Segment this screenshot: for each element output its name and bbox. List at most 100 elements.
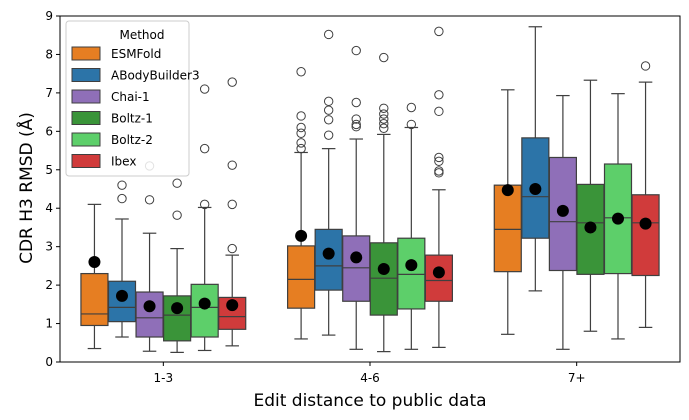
outlier-point [351, 45, 361, 56]
mean-point [501, 184, 514, 197]
y-tick-label: 6 [45, 124, 53, 138]
outlier-point [379, 114, 389, 124]
mean-point [322, 247, 335, 260]
mean-point [529, 183, 542, 195]
mean-point [350, 251, 363, 264]
outlier-point [351, 114, 361, 124]
box-iqr [397, 237, 426, 310]
outlier-point [379, 109, 389, 119]
box-boltz-1 [163, 178, 192, 353]
box-iqr [342, 235, 371, 302]
mean-point [295, 229, 308, 242]
box-iqr [80, 272, 109, 327]
legend-label: Ibex [111, 155, 136, 169]
x-axis-title: Edit distance to public data [253, 391, 486, 411]
legend-label: Boltz-2 [111, 133, 153, 147]
outlier-point [296, 122, 306, 133]
mean-point [88, 256, 101, 269]
outlier-point [296, 67, 306, 77]
mean-point [405, 259, 418, 272]
y-axis: 0 1 2 3 4 5 6 7 8 9 [45, 9, 60, 369]
x-tick-label: 1-3 [154, 371, 174, 385]
mean-markers [88, 183, 652, 315]
outlier-point [323, 115, 334, 125]
mean-point [584, 221, 597, 234]
outlier-point [172, 178, 182, 188]
legend-swatch [71, 68, 101, 82]
outlier-point [323, 96, 334, 107]
y-tick-label: 0 [45, 355, 53, 369]
box-ibex [424, 26, 453, 348]
outlier-point [296, 138, 306, 148]
plot-area-group [59, 15, 681, 363]
legend-items: ESMFold ABodyBuilder3 Chai-1 Boltz-1 Boltz-2… [71, 46, 200, 169]
outlier-point [434, 152, 444, 163]
x-axis: 1-3 4-6 7+ [154, 362, 586, 385]
y-axis-title: CDR H3 RMSD (Å) [15, 112, 37, 264]
outlier-point [296, 128, 306, 138]
legend-label: ESMFold [111, 47, 161, 61]
outlier-point [406, 119, 417, 130]
box-iqr [369, 242, 398, 316]
outlier-point [144, 195, 155, 205]
legend-swatch [71, 154, 101, 168]
legend-label: ABodyBuilder3 [111, 69, 200, 83]
box-iqr [314, 228, 343, 291]
outlier-point [434, 26, 444, 37]
outlier-point [434, 156, 444, 167]
legend-swatch [71, 89, 101, 104]
outlier-point [227, 160, 237, 170]
outlier-point [351, 122, 361, 132]
legend-swatch [71, 132, 101, 147]
box-esmfold [80, 203, 109, 350]
outlier-point [117, 193, 127, 204]
mean-point [116, 289, 128, 302]
y-tick-label: 8 [45, 47, 53, 61]
legend-swatch [71, 111, 101, 125]
legend-swatch [71, 46, 101, 61]
outlier-point [640, 61, 651, 71]
y-tick-label: 7 [45, 86, 53, 100]
box-abodybuilder3 [314, 29, 343, 336]
outlier-point [434, 166, 444, 176]
outlier-point [351, 97, 361, 108]
outlier-point [296, 143, 306, 154]
box-esmfold [287, 67, 316, 340]
box-abodybuilder3 [521, 26, 550, 292]
box-iqr [631, 194, 660, 277]
outlier-point [379, 52, 389, 63]
y-tick-label: 4 [45, 201, 53, 215]
box-boltz-2 [603, 93, 633, 340]
mean-point [612, 212, 624, 225]
outlier-point [379, 118, 389, 129]
mean-point [198, 297, 211, 310]
outlier-point [379, 103, 389, 113]
mean-point [556, 204, 569, 217]
mean-point [639, 217, 652, 230]
x-tick-label: 7+ [568, 371, 586, 385]
box-chai-1 [135, 161, 164, 352]
outlier-point [199, 199, 210, 210]
legend-label: Chai-1 [111, 90, 150, 104]
outlier-point [172, 210, 182, 220]
mean-point [377, 262, 390, 275]
y-tick-label: 5 [45, 163, 53, 177]
box-iqr [135, 291, 164, 338]
x-tick-label: 4-6 [360, 371, 380, 385]
outlier-point [199, 143, 210, 154]
outlier-point [227, 199, 237, 210]
y-tick-label: 1 [45, 317, 53, 331]
outlier-point [323, 29, 334, 40]
outlier-point [296, 111, 306, 121]
box-ibex [631, 61, 660, 328]
box-iqr [190, 283, 219, 338]
legend: Method ESMFold ABodyBuilder3 Chai-1 Boltz-1… [65, 20, 200, 177]
outlier-point [379, 123, 389, 133]
legend-label: Boltz-1 [111, 112, 153, 126]
outlier-point [323, 130, 334, 140]
box-boltz-1 [369, 52, 398, 353]
outlier-point [227, 77, 237, 87]
mean-point [226, 299, 239, 312]
outlier-point [434, 106, 444, 117]
